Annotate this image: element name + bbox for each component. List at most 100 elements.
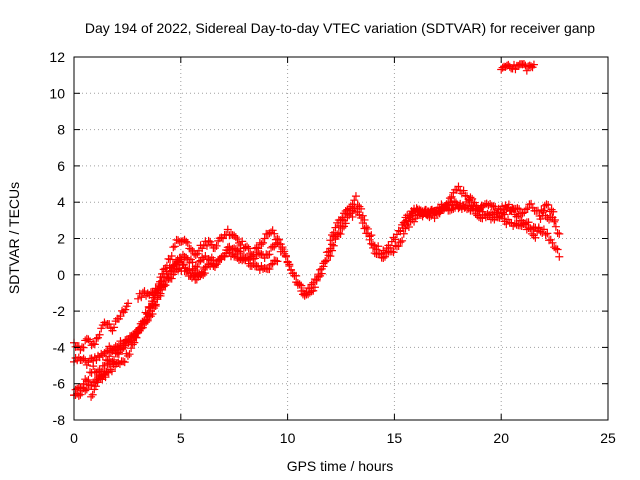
- data-point: [265, 250, 274, 259]
- data-point: [82, 385, 91, 394]
- data-point: [82, 377, 91, 386]
- data-point: [107, 367, 116, 376]
- data-point: [555, 252, 564, 261]
- data-point: [223, 225, 232, 234]
- data-point: [406, 212, 415, 221]
- data-point: [345, 211, 354, 220]
- data-point: [362, 223, 371, 232]
- data-point: [243, 242, 252, 251]
- data-point: [454, 182, 463, 191]
- data-point: [124, 299, 133, 308]
- data-point: [551, 244, 560, 253]
- data-point: [105, 320, 114, 329]
- data-point: [292, 271, 301, 280]
- data-point: [265, 265, 274, 274]
- data-point: [357, 204, 366, 213]
- data-point: [243, 253, 252, 262]
- data-point: [550, 217, 559, 226]
- data-point: [531, 233, 540, 242]
- data-point: [551, 216, 560, 225]
- y-tick-label: -4: [53, 339, 66, 355]
- data-point: [477, 201, 486, 210]
- data-point: [540, 201, 549, 210]
- data-point: [459, 186, 468, 195]
- data-point: [548, 238, 557, 247]
- data-point: [436, 207, 445, 216]
- data-point: [522, 225, 531, 234]
- data-point: [191, 251, 200, 260]
- data-point: [553, 245, 562, 254]
- data-point: [285, 262, 294, 271]
- data-point: [123, 351, 132, 360]
- data-point: [374, 242, 383, 251]
- data-point: [182, 237, 191, 246]
- data-point: [449, 204, 458, 213]
- data-point: [88, 390, 97, 399]
- data-point: [539, 208, 548, 217]
- data-point: [108, 326, 117, 335]
- y-tick-label: 0: [57, 267, 65, 283]
- series-arc-9: [398, 196, 560, 232]
- data-point: [259, 238, 268, 247]
- data-point: [445, 201, 454, 210]
- series-arc-10: [497, 60, 538, 75]
- data-point: [81, 386, 90, 395]
- data-point: [500, 210, 509, 219]
- data-point: [338, 213, 347, 222]
- data-point: [95, 330, 104, 339]
- data-point: [519, 60, 528, 69]
- data-point: [84, 335, 93, 344]
- data-point: [180, 260, 189, 269]
- data-point: [102, 347, 111, 356]
- data-point: [358, 211, 367, 220]
- data-point: [447, 192, 456, 201]
- data-point: [254, 244, 263, 253]
- data-point: [252, 243, 261, 252]
- series-arc-6: [134, 280, 167, 303]
- data-point: [153, 286, 162, 295]
- data-point: [497, 209, 506, 218]
- series-arc-4: [70, 203, 359, 400]
- x-tick-label: 5: [177, 430, 185, 446]
- data-point: [194, 257, 203, 266]
- data-point: [182, 253, 191, 262]
- data-point: [167, 252, 176, 261]
- data-point: [166, 255, 175, 264]
- data-point: [260, 234, 269, 243]
- data-point: [236, 249, 245, 258]
- data-point: [231, 233, 240, 242]
- data-point: [186, 244, 195, 253]
- data-point: [89, 339, 98, 348]
- data-point: [329, 241, 338, 250]
- data-point: [336, 230, 345, 239]
- series-arc-5: [87, 255, 209, 401]
- data-point: [555, 229, 564, 238]
- data-point: [405, 211, 414, 220]
- data-point: [351, 192, 360, 201]
- data-point: [287, 265, 296, 274]
- data-point: [527, 199, 536, 208]
- data-point: [314, 273, 323, 282]
- x-tick-label: 20: [493, 430, 509, 446]
- data-point: [466, 193, 475, 202]
- data-point: [404, 222, 413, 231]
- data-point: [293, 278, 302, 287]
- data-point: [324, 251, 333, 260]
- data-point: [541, 230, 550, 239]
- data-point: [341, 219, 350, 228]
- data-point: [130, 338, 139, 347]
- data-point: [542, 200, 551, 209]
- data-point: [120, 358, 129, 367]
- data-point: [270, 229, 279, 238]
- data-point: [551, 222, 560, 231]
- data-point: [522, 66, 531, 75]
- data-point: [317, 269, 326, 278]
- data-point: [465, 196, 474, 205]
- data-point: [529, 60, 538, 69]
- data-point: [402, 216, 411, 225]
- data-point: [169, 243, 178, 252]
- data-point: [295, 280, 304, 289]
- x-tick-label: 15: [387, 430, 403, 446]
- y-tick-label: 12: [49, 49, 65, 65]
- data-point: [233, 234, 242, 243]
